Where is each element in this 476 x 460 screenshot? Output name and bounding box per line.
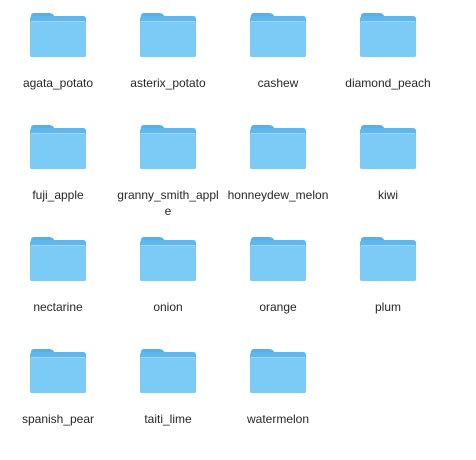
folder-label: taiti_lime — [144, 412, 192, 426]
folder-item-nectarine[interactable]: nectarine — [3, 236, 113, 348]
folder-item-cashew[interactable]: cashew — [223, 12, 333, 124]
folder-label: granny_smith_apple — [117, 188, 219, 218]
folder-label: agata_potato — [22, 76, 94, 90]
folder-label: nectarine — [33, 300, 83, 314]
folder-label: plum — [374, 300, 401, 314]
folder-item-fuji-apple[interactable]: fuji_apple — [3, 124, 113, 236]
folder-icon — [250, 349, 306, 393]
folder-label: kiwi — [378, 188, 398, 202]
folder-label: spanish_pear — [21, 412, 95, 426]
folder-icon — [30, 237, 86, 281]
folder-item-taiti-lime[interactable]: taiti_lime — [113, 348, 223, 460]
folder-item-onion[interactable]: onion — [113, 236, 223, 348]
folder-icon — [140, 237, 196, 281]
folder-icon — [360, 13, 416, 57]
folder-label: diamond_peach — [345, 76, 431, 90]
folder-label: honneydew_melon — [227, 188, 329, 202]
folder-label: onion — [153, 300, 183, 314]
folder-icon — [250, 125, 306, 169]
folder-item-spanish-pear[interactable]: spanish_pear — [3, 348, 113, 460]
folder-icon — [30, 13, 86, 57]
folder-label: asterix_potato — [130, 76, 206, 90]
folder-icon — [250, 237, 306, 281]
folder-icon — [30, 125, 86, 169]
folder-label: fuji_apple — [32, 188, 84, 202]
folder-icon — [30, 349, 86, 393]
folder-item-orange[interactable]: orange — [223, 236, 333, 348]
folder-item-diamond-peach[interactable]: diamond_peach — [333, 12, 443, 124]
folder-item-watermelon[interactable]: watermelon — [223, 348, 333, 460]
folder-icon — [250, 13, 306, 57]
folder-label: cashew — [257, 76, 299, 90]
folder-item-granny-smith-apple[interactable]: granny_smith_apple — [113, 124, 223, 236]
folder-icon — [360, 237, 416, 281]
folder-item-agata-potato[interactable]: agata_potato — [3, 12, 113, 124]
folder-item-honneydew-melon[interactable]: honneydew_melon — [223, 124, 333, 236]
folder-icon — [140, 349, 196, 393]
folder-item-kiwi[interactable]: kiwi — [333, 124, 443, 236]
folder-label: orange — [259, 300, 297, 314]
folder-label: watermelon — [246, 412, 310, 426]
folder-item-plum[interactable]: plum — [333, 236, 443, 348]
folder-icon — [360, 125, 416, 169]
folder-item-asterix-potato[interactable]: asterix_potato — [113, 12, 223, 124]
folder-icon — [140, 125, 196, 169]
folder-grid: agata_potato asterix_potato cashew — [3, 12, 443, 460]
folder-icon — [140, 13, 196, 57]
